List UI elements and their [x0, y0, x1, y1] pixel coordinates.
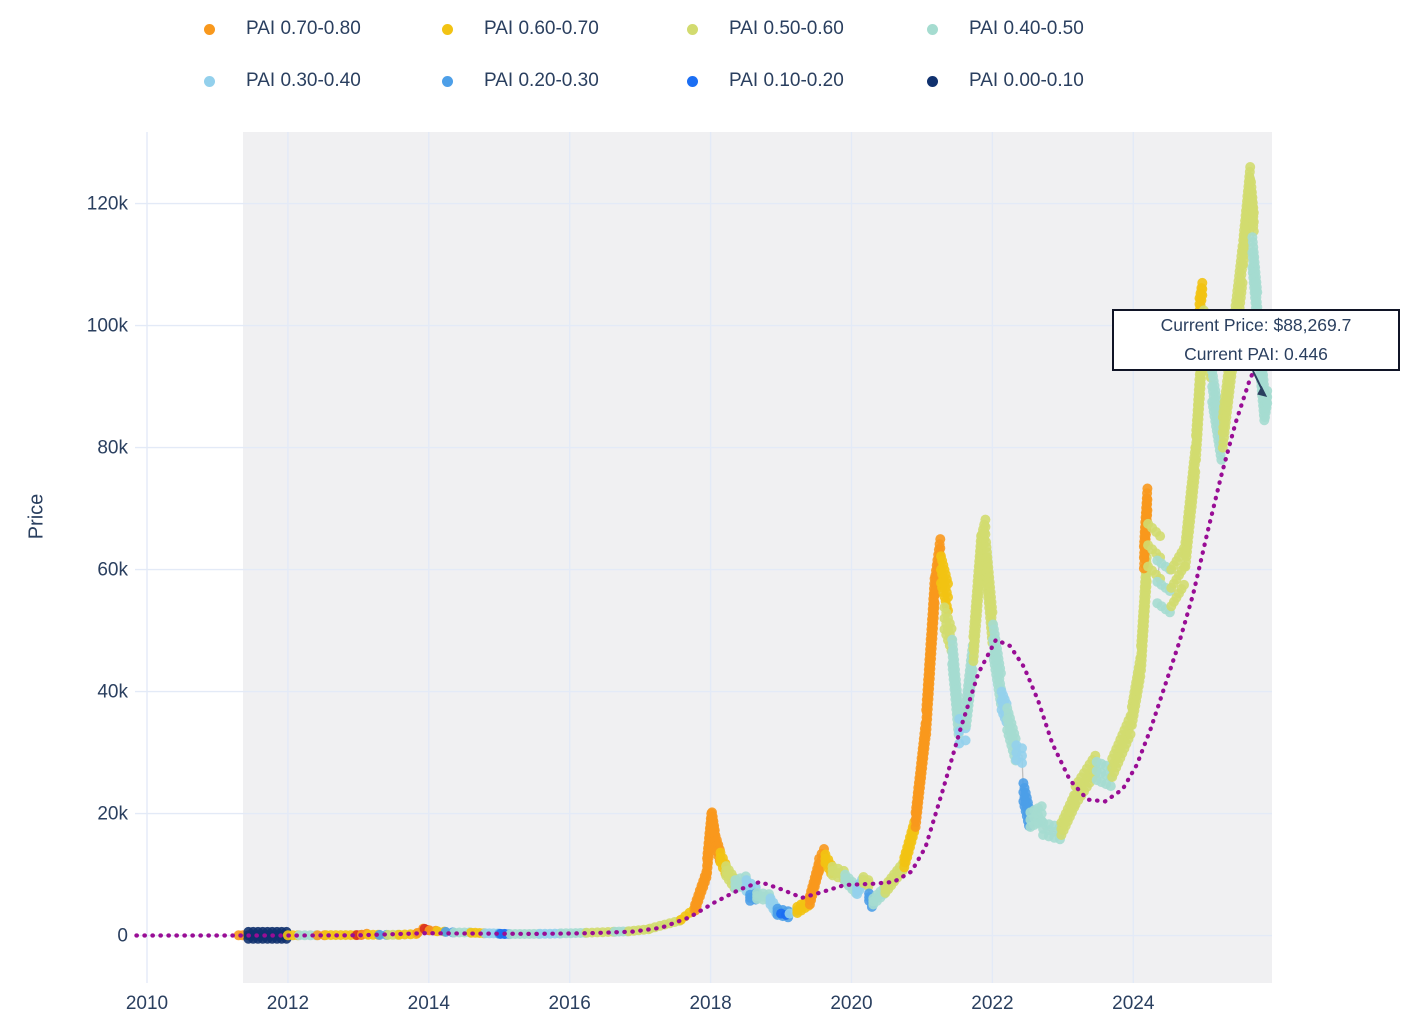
model-price-dotted-line: [134, 354, 1263, 938]
svg-text:2020: 2020: [830, 993, 872, 1014]
svg-text:60k: 60k: [97, 560, 128, 581]
legend-item-pai-040-050[interactable]: PAI 0.40-0.50: [927, 18, 1084, 40]
current-price-text: Current Price: $88,269.7: [1160, 315, 1352, 335]
legend-row-2: PAI 0.30-0.40 PAI 0.20-0.30 PAI 0.10-0.2…: [0, 70, 1423, 94]
svg-text:20k: 20k: [97, 804, 128, 825]
svg-text:100k: 100k: [87, 316, 129, 337]
legend-item-label: PAI 0.30-0.40: [246, 70, 361, 91]
legend-marker-dot: [204, 75, 215, 87]
legend-item-label: PAI 0.70-0.80: [246, 18, 361, 39]
legend-row-1: PAI 0.70-0.80 PAI 0.60-0.70 PAI 0.50-0.6…: [0, 18, 1423, 42]
current-price-annotation: Current Price: $88,269.7 Current PAI: 0.…: [1112, 309, 1400, 371]
legend-marker-dot: [927, 23, 938, 35]
gridlines: [135, 132, 1272, 983]
legend-marker-dot: [204, 23, 215, 35]
svg-text:40k: 40k: [97, 682, 128, 703]
legend-marker-dot: [442, 75, 453, 87]
legend-marker-dot: [442, 23, 453, 35]
svg-text:0: 0: [117, 926, 128, 947]
legend-item-pai-070-080[interactable]: PAI 0.70-0.80: [204, 18, 361, 40]
svg-text:2016: 2016: [549, 993, 591, 1014]
svg-text:2018: 2018: [689, 993, 731, 1014]
legend-item-pai-030-040[interactable]: PAI 0.30-0.40: [204, 70, 361, 92]
svg-text:2022: 2022: [971, 993, 1013, 1014]
svg-text:2012: 2012: [267, 993, 309, 1014]
legend-marker-dot: [687, 23, 698, 35]
legend-item-label: PAI 0.00-0.10: [969, 70, 1084, 91]
legend-item-pai-050-060[interactable]: PAI 0.50-0.60: [687, 18, 844, 40]
legend-item-pai-020-030[interactable]: PAI 0.20-0.30: [442, 70, 599, 92]
legend-item-label: PAI 0.20-0.30: [484, 70, 599, 91]
legend-marker-dot: [927, 75, 938, 87]
legend-marker-dot: [687, 75, 698, 87]
legend-item-label: PAI 0.40-0.50: [969, 18, 1084, 39]
current-pai-text: Current PAI: 0.446: [1184, 344, 1328, 364]
legend-item-label: PAI 0.60-0.70: [484, 18, 599, 39]
legend-item-pai-060-070[interactable]: PAI 0.60-0.70: [442, 18, 599, 40]
x-axis-tick-labels: 2010 2012 2014 2016 2018 2020 2022 2024: [126, 993, 1155, 1014]
svg-text:2014: 2014: [408, 993, 451, 1014]
legend-item-label: PAI 0.50-0.60: [729, 18, 844, 39]
legend-item-pai-010-020[interactable]: PAI 0.10-0.20: [687, 70, 844, 92]
svg-text:2010: 2010: [126, 993, 168, 1014]
svg-text:2024: 2024: [1112, 993, 1155, 1014]
y-axis-tick-labels: 0 20k 40k 60k 80k 100k 120k: [87, 194, 129, 947]
legend-item-label: PAI 0.10-0.20: [729, 70, 844, 91]
svg-text:80k: 80k: [97, 438, 128, 459]
plot-area-background: [243, 132, 1272, 983]
svg-text:120k: 120k: [87, 194, 129, 215]
legend-item-pai-000-010[interactable]: PAI 0.00-0.10: [927, 70, 1084, 92]
annotation-arrow: [1252, 370, 1268, 397]
